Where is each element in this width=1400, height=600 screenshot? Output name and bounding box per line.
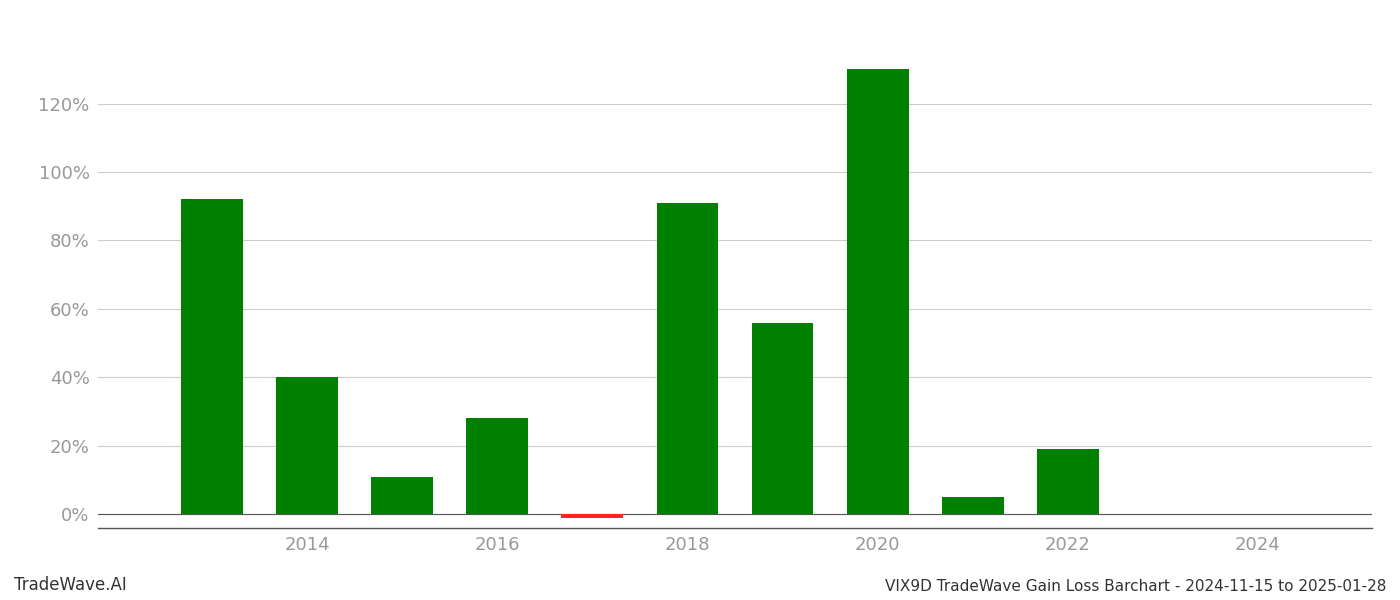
Bar <box>1037 449 1099 514</box>
Text: VIX9D TradeWave Gain Loss Barchart - 2024-11-15 to 2025-01-28: VIX9D TradeWave Gain Loss Barchart - 202… <box>885 579 1386 594</box>
Bar <box>847 70 909 514</box>
Bar <box>942 497 1004 514</box>
Bar <box>371 476 433 514</box>
Bar <box>181 199 244 514</box>
Bar <box>561 514 623 518</box>
Bar <box>752 323 813 514</box>
Bar <box>466 418 528 514</box>
Bar <box>276 377 337 514</box>
Bar <box>657 203 718 514</box>
Text: TradeWave.AI: TradeWave.AI <box>14 576 127 594</box>
